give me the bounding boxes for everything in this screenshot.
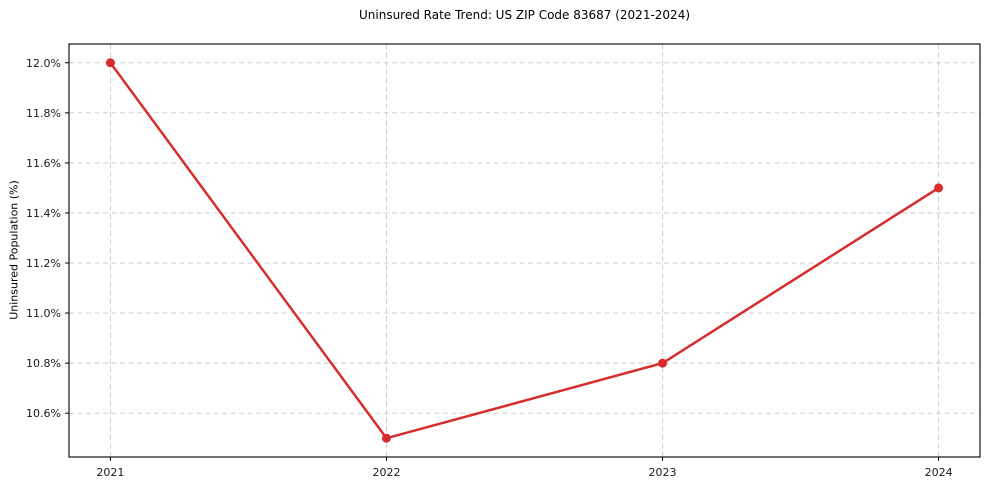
y-tick-label: 11.6% bbox=[26, 157, 61, 170]
data-point-marker bbox=[381, 433, 391, 443]
y-tick-label: 11.8% bbox=[26, 107, 61, 120]
x-tick-label: 2024 bbox=[925, 466, 953, 479]
plot-border bbox=[68, 43, 981, 458]
y-tick-label: 12.0% bbox=[26, 57, 61, 70]
chart-title: Uninsured Rate Trend: US ZIP Code 83687 … bbox=[358, 8, 691, 22]
data-point-marker bbox=[105, 58, 115, 68]
y-tick-label: 10.8% bbox=[26, 357, 61, 370]
y-tick-label: 11.4% bbox=[26, 207, 61, 220]
data-point-marker bbox=[934, 183, 944, 193]
x-tick-label: 2023 bbox=[649, 466, 677, 479]
x-tick-label: 2021 bbox=[96, 466, 124, 479]
data-point-marker bbox=[658, 358, 668, 368]
y-tick-label: 11.0% bbox=[26, 307, 61, 320]
y-tick-label: 10.6% bbox=[26, 407, 61, 420]
x-tick-label: 2022 bbox=[372, 466, 400, 479]
y-tick-label: 11.2% bbox=[26, 257, 61, 270]
trend-line bbox=[109, 61, 940, 440]
